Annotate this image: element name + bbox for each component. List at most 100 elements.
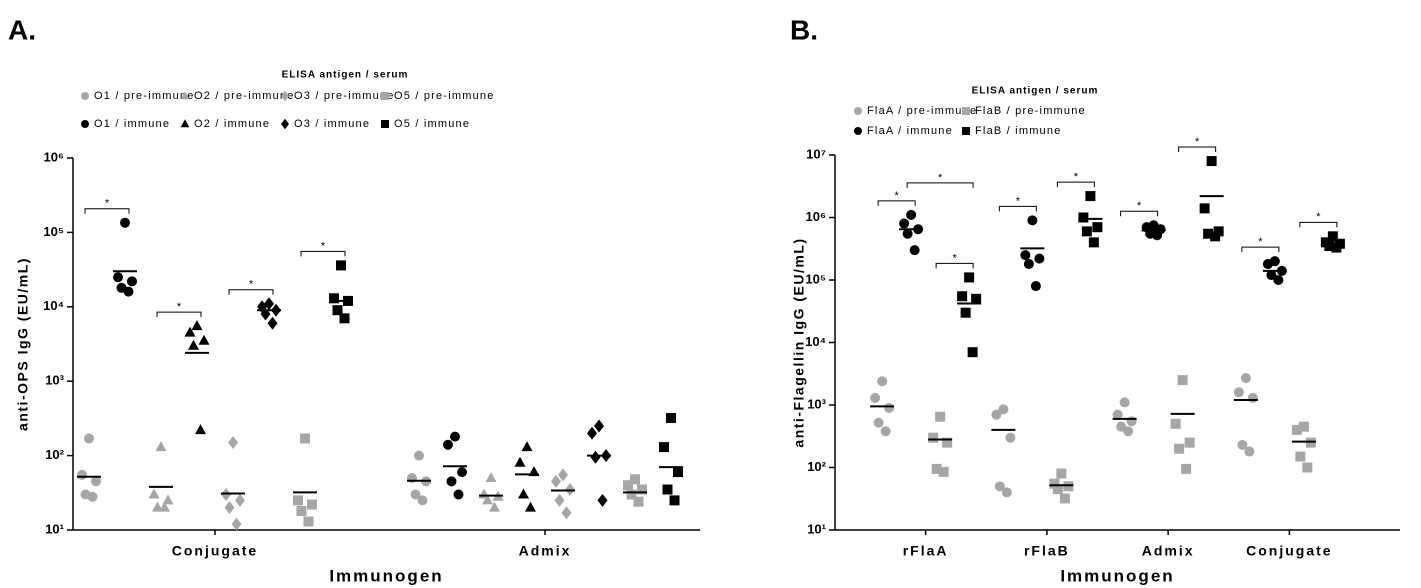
legend-marker xyxy=(962,127,970,135)
marker-square xyxy=(296,506,307,517)
marker-diamond xyxy=(594,419,604,433)
marker-circle xyxy=(1030,281,1041,292)
bracket-label: * xyxy=(1195,136,1200,148)
marker-circle xyxy=(1027,215,1038,226)
marker-square xyxy=(1210,231,1221,242)
marker-square xyxy=(336,260,346,271)
marker-square xyxy=(928,432,939,443)
legend-marker xyxy=(381,120,389,128)
marker-circle xyxy=(870,392,881,403)
legend-label: O1 / pre-immune xyxy=(94,90,195,102)
marker-square xyxy=(1206,156,1217,167)
marker-square xyxy=(1052,484,1063,495)
marker-circle xyxy=(991,409,1002,420)
marker-triangle xyxy=(485,471,497,482)
marker-circle xyxy=(1126,416,1137,427)
x-tick-label: Conjugate xyxy=(1246,543,1332,559)
bracket-label: * xyxy=(894,190,899,202)
marker-square xyxy=(1291,424,1302,435)
marker-diamond xyxy=(558,468,568,482)
marker-square xyxy=(329,293,339,304)
marker-square xyxy=(1327,231,1338,242)
marker-circle xyxy=(902,228,913,239)
marker-circle xyxy=(1023,259,1034,270)
legend-title: ELISA antigen / serum xyxy=(282,70,409,81)
marker-circle xyxy=(120,217,130,228)
legend-label: FlaB / immune xyxy=(975,125,1062,137)
marker-square xyxy=(1199,203,1210,214)
marker-square xyxy=(971,293,982,304)
legend-label: O1 / immune xyxy=(94,118,170,130)
marker-diamond xyxy=(228,435,238,449)
legend-label: O2 / immune xyxy=(194,118,270,130)
marker-circle xyxy=(873,417,884,428)
legend-label: O3 / pre-immune xyxy=(294,90,395,102)
marker-triangle xyxy=(489,501,500,512)
legend-marker xyxy=(180,119,190,128)
marker-circle xyxy=(123,286,134,297)
marker-square xyxy=(938,466,949,477)
y-tick-label: 10⁶ xyxy=(806,209,826,224)
marker-triangle xyxy=(195,424,206,435)
legend-marker xyxy=(281,118,289,130)
marker-circle xyxy=(998,404,1009,415)
bracket-label: * xyxy=(1016,195,1021,207)
marker-square xyxy=(307,499,317,510)
marker-square xyxy=(1092,222,1103,233)
marker-circle xyxy=(899,218,910,229)
marker-square xyxy=(293,495,303,506)
panel-label: B. xyxy=(790,14,818,45)
marker-triangle xyxy=(159,501,170,512)
marker-circle xyxy=(1273,275,1284,285)
marker-circle xyxy=(1262,259,1273,270)
marker-square xyxy=(1331,242,1342,253)
marker-triangle xyxy=(521,441,533,452)
marker-triangle xyxy=(191,320,203,331)
marker-triangle xyxy=(514,456,526,467)
marker-triangle xyxy=(482,494,493,505)
legend-marker xyxy=(180,91,190,100)
bracket-label: * xyxy=(1074,171,1079,183)
marker-circle xyxy=(1034,253,1045,264)
marker-circle xyxy=(1237,439,1248,450)
y-tick-label: 10³ xyxy=(807,396,826,411)
bracket xyxy=(906,182,974,188)
marker-square xyxy=(1088,237,1099,248)
marker-circle xyxy=(450,431,460,442)
marker-diamond xyxy=(587,426,597,440)
y-tick-label: 10⁵ xyxy=(805,271,826,286)
marker-square xyxy=(967,347,978,358)
bracket xyxy=(300,250,346,257)
marker-circle xyxy=(1005,432,1016,443)
legend-marker xyxy=(381,92,389,100)
marker-circle xyxy=(1020,250,1031,261)
bracket-label: * xyxy=(952,252,957,264)
marker-square xyxy=(957,291,968,302)
bracket xyxy=(998,205,1037,212)
legend-marker xyxy=(854,107,862,115)
x-tick-label: rFlaA xyxy=(903,543,949,559)
bracket xyxy=(228,289,274,295)
marker-triangle xyxy=(184,326,196,337)
legend-marker xyxy=(281,90,289,102)
marker-square xyxy=(942,437,953,448)
marker-triangle xyxy=(155,441,167,452)
bracket xyxy=(1299,221,1338,228)
marker-square xyxy=(931,463,942,474)
marker-triangle xyxy=(188,339,199,350)
marker-circle xyxy=(91,476,101,487)
marker-triangle xyxy=(198,334,210,345)
marker-circle xyxy=(1247,392,1258,403)
bracket-label: * xyxy=(249,279,254,291)
bracket xyxy=(935,262,974,269)
marker-square xyxy=(666,413,676,424)
marker-diamond xyxy=(231,517,242,531)
legend-marker xyxy=(81,120,89,128)
bracket-label: * xyxy=(1316,211,1321,223)
marker-circle xyxy=(77,469,87,480)
marker-circle xyxy=(414,450,424,461)
bracket xyxy=(84,208,130,214)
marker-circle xyxy=(113,272,123,283)
marker-circle xyxy=(1119,397,1130,408)
